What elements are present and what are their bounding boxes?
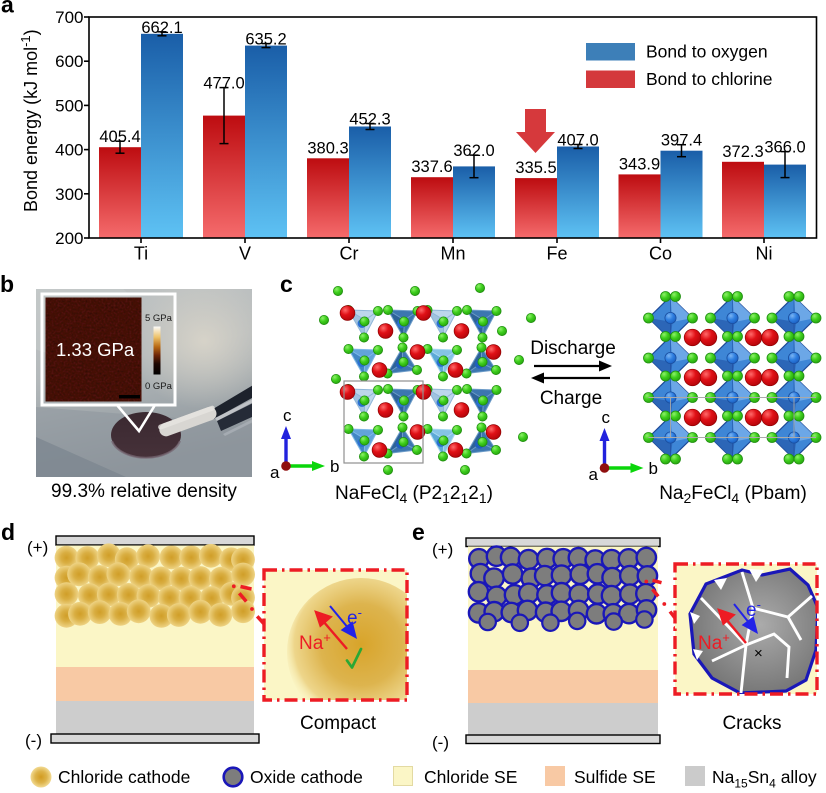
svg-text:335.5: 335.5 xyxy=(515,159,556,177)
svg-text:Na2FeCl4 (Pbam): Na2FeCl4 (Pbam) xyxy=(659,483,807,506)
svg-text:1.33 GPa: 1.33 GPa xyxy=(56,339,135,360)
svg-text:600: 600 xyxy=(55,52,83,71)
svg-text:c: c xyxy=(280,271,293,297)
svg-text:(-): (-) xyxy=(432,733,449,752)
svg-text:362.0: 362.0 xyxy=(453,142,494,160)
svg-text:Ti: Ti xyxy=(134,244,148,264)
svg-text:Bond to oxygen: Bond to oxygen xyxy=(646,42,768,62)
svg-text:Bond to chlorine: Bond to chlorine xyxy=(646,69,772,89)
svg-text:Ni: Ni xyxy=(756,244,773,264)
svg-text:343.9: 343.9 xyxy=(619,155,660,173)
svg-text:452.3: 452.3 xyxy=(349,111,390,129)
svg-text:Mn: Mn xyxy=(440,244,465,264)
svg-text:407.0: 407.0 xyxy=(557,132,598,150)
svg-text:400: 400 xyxy=(55,141,83,160)
svg-text:700: 700 xyxy=(55,8,83,27)
svg-text:337.6: 337.6 xyxy=(411,158,452,176)
svg-text:Discharge: Discharge xyxy=(530,338,616,359)
svg-text:(+): (+) xyxy=(432,540,453,559)
svg-text:V: V xyxy=(239,244,251,264)
svg-text:Cr: Cr xyxy=(340,244,359,264)
svg-text:a: a xyxy=(270,463,280,482)
svg-text:5 GPa: 5 GPa xyxy=(145,313,173,324)
svg-text:397.4: 397.4 xyxy=(661,132,702,150)
svg-text:b: b xyxy=(649,459,658,478)
svg-text:300: 300 xyxy=(55,185,83,204)
svg-text:Co: Co xyxy=(649,244,672,264)
svg-text:Compact: Compact xyxy=(300,713,377,734)
svg-text:c: c xyxy=(602,408,611,427)
svg-text:(+): (+) xyxy=(27,538,48,557)
svg-text:c: c xyxy=(283,406,292,425)
svg-text:a: a xyxy=(589,465,599,484)
svg-text:200: 200 xyxy=(55,229,83,248)
svg-text:d: d xyxy=(1,519,15,545)
svg-text:NaFeCl4 (P212121): NaFeCl4 (P212121) xyxy=(335,483,493,506)
svg-text:366.0: 366.0 xyxy=(764,139,805,157)
svg-text:635.2: 635.2 xyxy=(245,31,286,49)
svg-text:477.0: 477.0 xyxy=(203,75,244,93)
svg-text:500: 500 xyxy=(55,96,83,115)
svg-text:(-): (-) xyxy=(25,731,42,750)
svg-text:b: b xyxy=(330,457,339,476)
svg-text:405.4: 405.4 xyxy=(99,128,140,146)
svg-text:e: e xyxy=(412,519,425,545)
svg-text:Bond energy (kJ mol-1): Bond energy (kJ mol-1) xyxy=(18,29,42,212)
svg-text:Fe: Fe xyxy=(546,244,567,264)
svg-text:0 GPa: 0 GPa xyxy=(145,381,173,392)
svg-text:Cracks: Cracks xyxy=(722,713,781,734)
svg-text:×: × xyxy=(754,645,763,662)
svg-text:Charge: Charge xyxy=(540,388,602,409)
svg-text:372.3: 372.3 xyxy=(722,143,763,161)
svg-text:380.3: 380.3 xyxy=(307,139,348,157)
svg-text:662.1: 662.1 xyxy=(141,19,182,37)
svg-text:a: a xyxy=(1,0,14,18)
